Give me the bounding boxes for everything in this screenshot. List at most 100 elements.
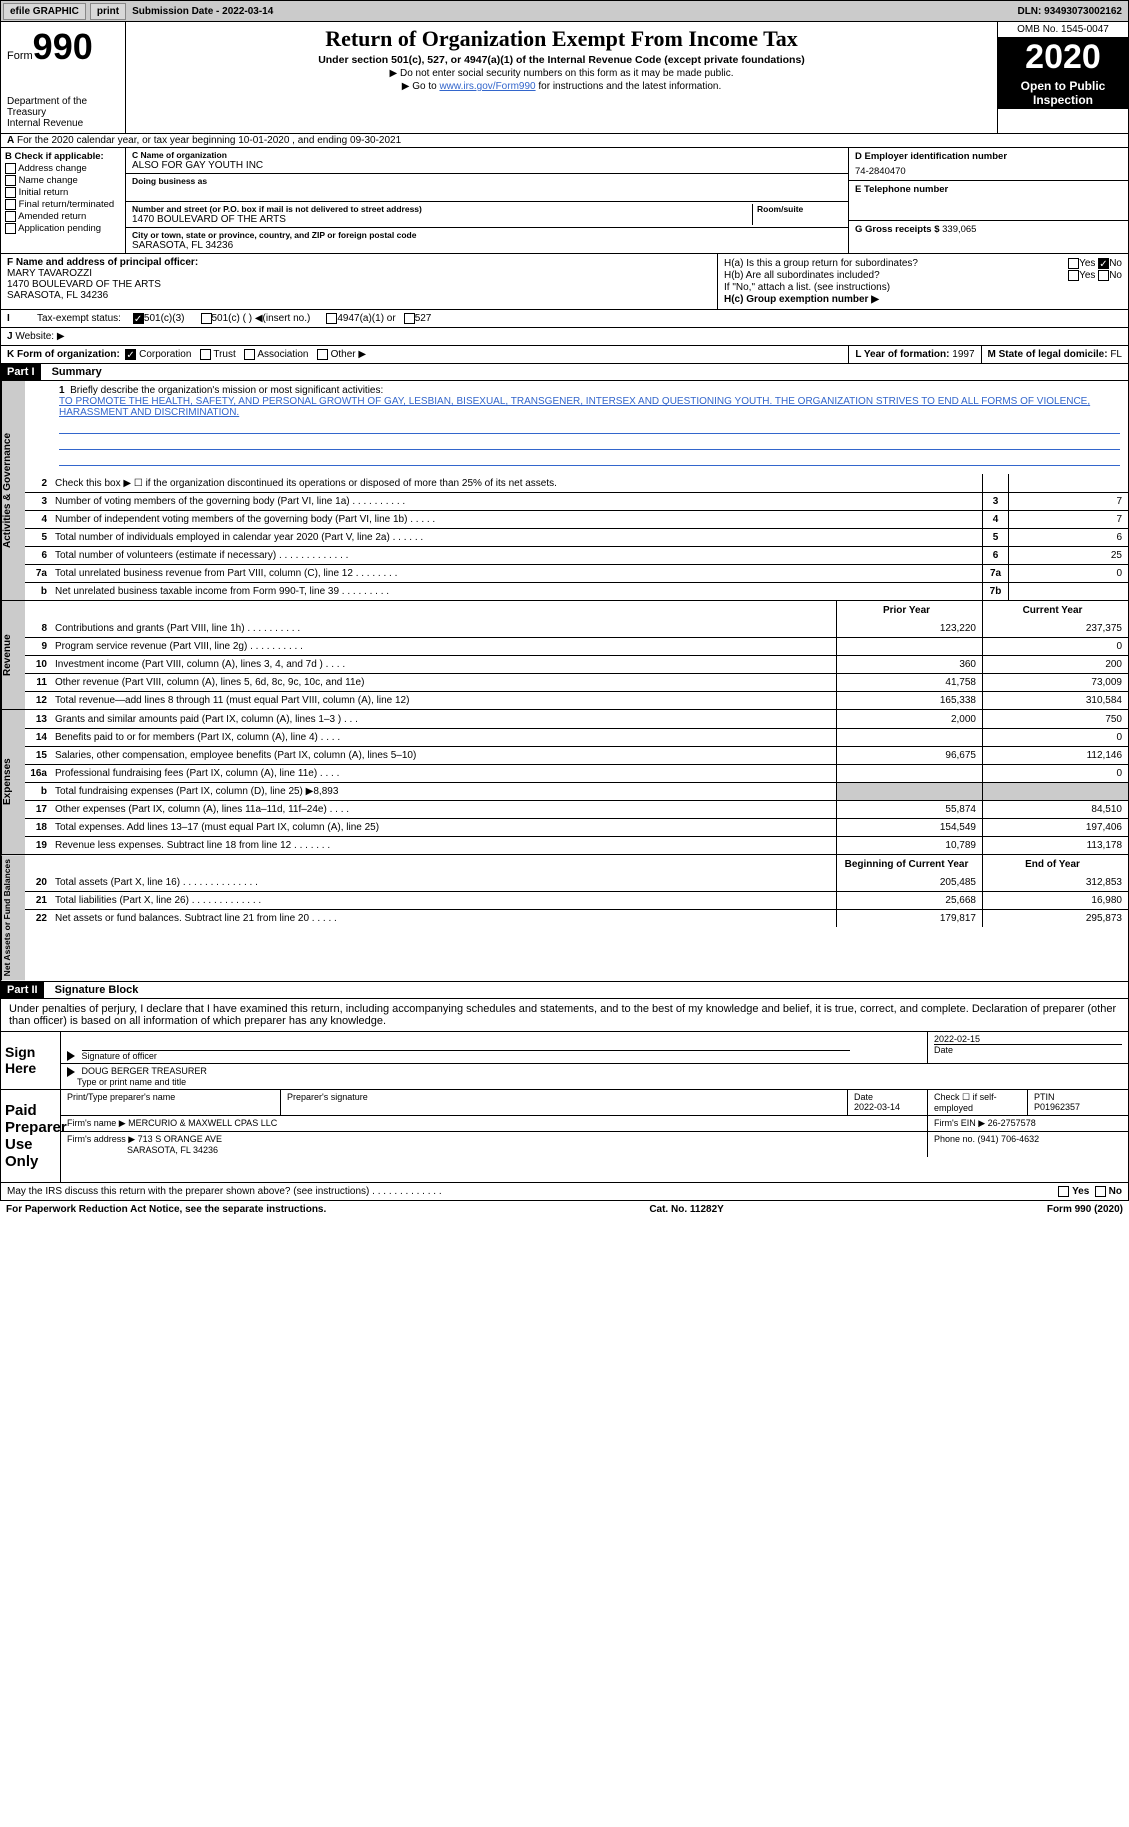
cb-final-return[interactable]: Final return/terminated [5, 199, 121, 210]
ha-no[interactable]: ✓ [1098, 258, 1109, 269]
cb-501c3[interactable]: ✓ [133, 313, 144, 324]
ha-yes[interactable] [1068, 258, 1079, 269]
data-line: 22 Net assets or fund balances. Subtract… [25, 909, 1128, 927]
l-label: L Year of formation: [855, 349, 952, 360]
data-line: 11 Other revenue (Part VIII, column (A),… [25, 673, 1128, 691]
line-text: Check this box ▶ ☐ if the organization d… [51, 476, 982, 491]
hb-no[interactable] [1098, 270, 1109, 281]
cb-corp[interactable]: ✓ [125, 349, 136, 360]
paid-preparer-label: Paid Preparer Use Only [1, 1090, 61, 1182]
c-addr-label: Number and street (or P.O. box if mail i… [132, 204, 752, 214]
may-no[interactable] [1095, 1186, 1106, 1197]
current-year-val: 84,510 [982, 801, 1128, 818]
dept-label: Department of the Treasury Internal Reve… [7, 96, 119, 129]
line-box-val: 6 [1008, 529, 1128, 546]
line-text: Total liabilities (Part X, line 26) . . … [51, 893, 836, 908]
hb-yes[interactable] [1068, 270, 1079, 281]
line-num: 17 [25, 804, 51, 815]
cb-501c[interactable] [201, 313, 212, 324]
cb-4947[interactable] [326, 313, 337, 324]
cb-assoc[interactable] [244, 349, 255, 360]
current-year-val: 295,873 [982, 910, 1128, 927]
begin-year-hdr: Beginning of Current Year [836, 855, 982, 873]
prior-year-val: 41,758 [836, 674, 982, 691]
c-room-label: Room/suite [757, 204, 842, 214]
cb-pending[interactable]: Application pending [5, 223, 121, 234]
l-year: 1997 [952, 349, 974, 360]
gov-line: 6 Total number of volunteers (estimate i… [25, 546, 1128, 564]
line-box-val [1008, 474, 1128, 492]
section-expenses: Expenses 13 Grants and similar amounts p… [0, 710, 1129, 855]
cb-527[interactable] [404, 313, 415, 324]
rev-header-row: Prior Year Current Year [25, 601, 1128, 619]
f-name: MARY TAVAROZZI [7, 268, 92, 279]
part1-title: Summary [44, 364, 110, 380]
part2-hdr: Part II [1, 982, 44, 998]
data-line: 12 Total revenue—add lines 8 through 11 … [25, 691, 1128, 709]
cb-amended[interactable]: Amended return [5, 211, 121, 222]
prior-year-val: 55,874 [836, 801, 982, 818]
line-text: Total revenue—add lines 8 through 11 (mu… [51, 693, 836, 708]
row-i: I Tax-exempt status: ✓ 501(c)(3) 501(c) … [0, 310, 1129, 328]
line-text: Contributions and grants (Part VIII, lin… [51, 621, 836, 636]
line-text: Other expenses (Part IX, column (A), lin… [51, 802, 836, 817]
g-receipts: 339,065 [942, 224, 976, 235]
sub-date: 2022-03-14 [222, 6, 273, 17]
end-year-hdr: End of Year [982, 855, 1128, 873]
current-year-val: 750 [982, 710, 1128, 728]
line-text: Grants and similar amounts paid (Part IX… [51, 712, 836, 727]
vtab-governance: Activities & Governance [1, 381, 25, 600]
note-ssn: ▶ Do not enter social security numbers o… [134, 68, 989, 79]
prep-date-hdr: Date [854, 1092, 873, 1102]
line-text: Investment income (Part VIII, column (A)… [51, 657, 836, 672]
line-num: 9 [25, 641, 51, 652]
note-link: ▶ Go to www.irs.gov/Form990 for instruct… [134, 81, 989, 92]
firm-ein: 26-2757578 [988, 1118, 1036, 1128]
box-d: D Employer identification number 74-2840… [849, 148, 1128, 181]
mission-block: 1 Briefly describe the organization's mi… [25, 381, 1128, 474]
prior-year-val [836, 729, 982, 746]
print-button[interactable]: print [90, 3, 126, 20]
line-box-num: 7a [982, 565, 1008, 582]
prior-year-val [836, 638, 982, 655]
line-text: Number of independent voting members of … [51, 512, 982, 527]
f-city: SARASOTA, FL 34236 [7, 290, 108, 301]
prep-sig-hdr: Preparer's signature [281, 1090, 848, 1115]
cb-initial-return[interactable]: Initial return [5, 187, 121, 198]
line-num: 4 [25, 514, 51, 525]
box-g: G Gross receipts $ 339,065 [849, 221, 1128, 238]
sign-here-label: Sign Here [1, 1032, 61, 1089]
cb-trust[interactable] [200, 349, 211, 360]
section-governance: Activities & Governance 1 Briefly descri… [0, 381, 1129, 601]
i-label: I [7, 313, 37, 324]
line-num: 15 [25, 750, 51, 761]
current-year-val: 197,406 [982, 819, 1128, 836]
irs-link[interactable]: www.irs.gov/Form990 [439, 81, 535, 92]
c-addr: 1470 BOULEVARD OF THE ARTS [132, 214, 752, 225]
current-year-val: 73,009 [982, 674, 1128, 691]
cb-name-change[interactable]: Name change [5, 175, 121, 186]
may-yes[interactable] [1058, 1186, 1069, 1197]
data-line: 17 Other expenses (Part IX, column (A), … [25, 800, 1128, 818]
j-label: J [7, 331, 13, 342]
prior-year-val: 205,485 [836, 873, 982, 891]
line-num: 12 [25, 695, 51, 706]
box-f: F Name and address of principal officer:… [1, 254, 718, 309]
cb-other[interactable] [317, 349, 328, 360]
line-text: Total number of volunteers (estimate if … [51, 548, 982, 563]
prior-year-val: 96,675 [836, 747, 982, 764]
submission-label: Submission Date - 2022-03-14 [128, 6, 277, 17]
firm-addr1: 713 S ORANGE AVE [138, 1134, 222, 1144]
data-line: 19 Revenue less expenses. Subtract line … [25, 836, 1128, 854]
hb-note: If "No," attach a list. (see instruction… [724, 282, 890, 293]
c-city-label: City or town, state or province, country… [132, 230, 842, 240]
f-addr: 1470 BOULEVARD OF THE ARTS [7, 279, 161, 290]
prior-year-val: 154,549 [836, 819, 982, 836]
cb-address-change[interactable]: Address change [5, 163, 121, 174]
row-a-text: For the 2020 calendar year, or tax year … [17, 135, 401, 146]
current-year-val: 200 [982, 656, 1128, 673]
line-text: Net unrelated business taxable income fr… [51, 584, 982, 599]
header-left: Form990 Department of the Treasury Inter… [1, 22, 126, 133]
e-label: E Telephone number [855, 184, 1122, 195]
firm-name-label: Firm's name ▶ [67, 1118, 126, 1128]
